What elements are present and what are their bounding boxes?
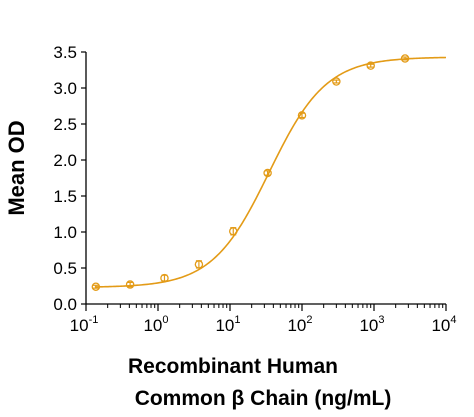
y-tick-label: 3.5 bbox=[53, 43, 77, 62]
fit-curve bbox=[94, 56, 447, 288]
data-point bbox=[125, 280, 135, 289]
x-axis-ticks: 10-1 100 101 102 103 104 bbox=[70, 304, 457, 335]
data-point bbox=[366, 61, 375, 70]
axes bbox=[85, 52, 446, 305]
y-tick-label: 3.0 bbox=[53, 79, 77, 98]
point-marker bbox=[400, 54, 410, 63]
x-tick-label: 10-1 bbox=[70, 314, 99, 335]
y-tick-label: 1.0 bbox=[53, 223, 77, 242]
point-marker bbox=[160, 273, 169, 283]
data-points bbox=[91, 54, 410, 291]
x-axis-title-line1: Recombinant Human bbox=[128, 355, 338, 378]
data-point bbox=[297, 111, 307, 120]
point-marker bbox=[366, 61, 375, 70]
y-tick-label: 1.5 bbox=[53, 187, 77, 206]
point-marker bbox=[194, 260, 204, 269]
data-point bbox=[400, 54, 410, 63]
x-tick-label: 100 bbox=[143, 314, 168, 335]
x-tick-label: 104 bbox=[431, 314, 456, 335]
point-marker bbox=[332, 77, 341, 86]
x-tick-label: 101 bbox=[215, 314, 240, 335]
data-point bbox=[160, 273, 169, 283]
data-point bbox=[229, 227, 238, 236]
x-tick-label: 102 bbox=[287, 314, 312, 335]
data-point bbox=[263, 168, 272, 178]
point-marker bbox=[91, 282, 101, 291]
point-marker bbox=[263, 168, 272, 178]
x-tick-label: 103 bbox=[359, 314, 384, 335]
x-axis-title-line2: Common β Chain (ng/mL) bbox=[135, 387, 392, 410]
y-tick-label: 0.5 bbox=[53, 259, 77, 278]
y-axis-ticks: 0.0 0.5 1.0 1.5 2.0 2.5 3.0 3.5 bbox=[53, 43, 86, 314]
data-point bbox=[332, 77, 341, 86]
y-tick-label: 0.0 bbox=[53, 295, 77, 314]
y-axis-title: Mean OD bbox=[4, 120, 29, 215]
y-tick-label: 2.5 bbox=[53, 115, 77, 134]
data-point bbox=[194, 260, 204, 269]
point-marker bbox=[125, 280, 135, 289]
data-point bbox=[91, 282, 101, 291]
y-tick-label: 2.0 bbox=[53, 151, 77, 170]
point-marker bbox=[297, 111, 307, 120]
point-marker bbox=[229, 227, 238, 236]
